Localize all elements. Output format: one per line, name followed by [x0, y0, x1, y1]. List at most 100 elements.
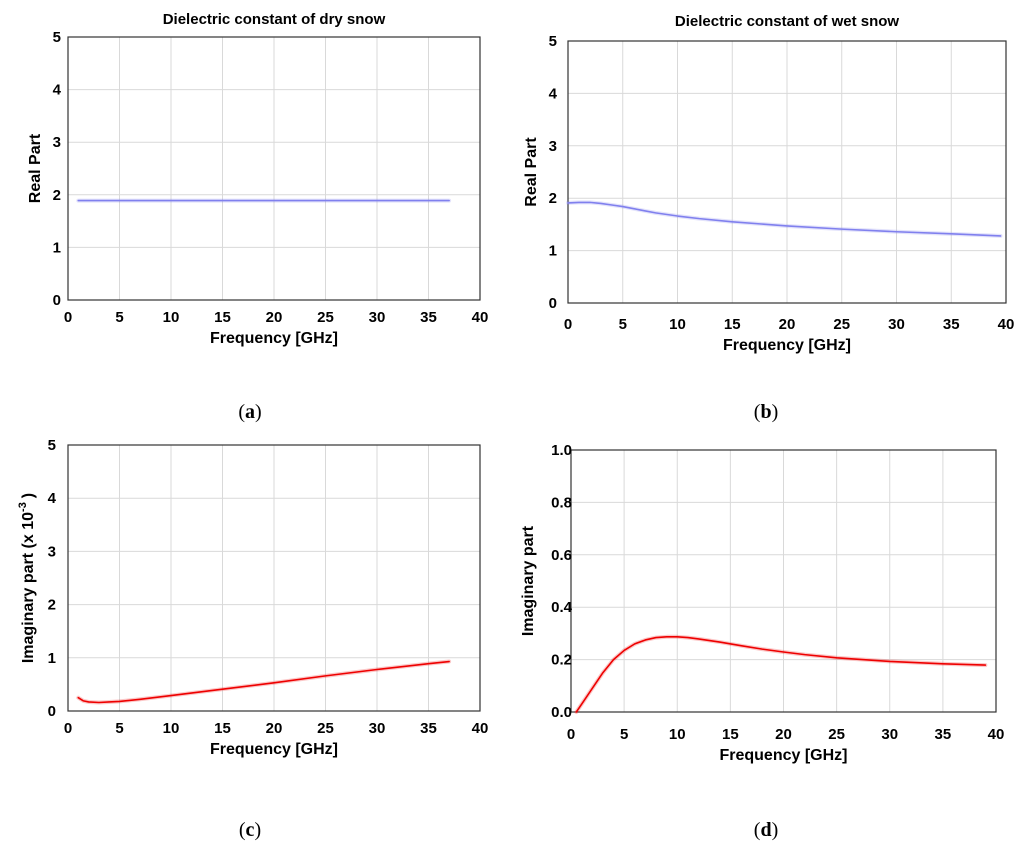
plot-frame — [567, 40, 1007, 304]
y-axis-label-superscript: -3 — [17, 502, 29, 512]
x-tick-label: 0 — [564, 316, 572, 333]
x-tick-label: 20 — [266, 720, 283, 737]
y-tick-label: 5 — [48, 437, 56, 454]
y-tick-label: 0 — [53, 292, 61, 309]
x-tick-label: 25 — [317, 720, 334, 737]
panel-label-letter: b — [760, 401, 771, 423]
y-axis-label-text: Real Part — [523, 137, 540, 207]
y-axis-label: Real Part — [523, 137, 540, 207]
x-tick-label: 5 — [619, 316, 627, 333]
x-tick-label: 10 — [669, 726, 686, 743]
plot-frame — [570, 449, 997, 713]
plot-frame — [67, 444, 481, 712]
x-tick-label: 40 — [472, 720, 489, 737]
x-axis-label: Frequency [GHz] — [719, 747, 847, 764]
x-tick-label: 25 — [828, 726, 845, 743]
y-tick-label: 2 — [549, 190, 557, 207]
chart-panel-c: 0 5 10 15 20 25 30 35 40 0 1 2 3 4 5 Frequency [GHz] Ima… — [17, 437, 488, 841]
panel-label-open-paren: ( — [239, 819, 246, 841]
y-tick-label: 3 — [48, 543, 56, 560]
x-tick-label: 10 — [163, 309, 180, 326]
chart-title: Dielectric constant of dry snow — [163, 11, 386, 28]
x-tick-label: 5 — [115, 720, 123, 737]
x-tick-label: 5 — [620, 726, 628, 743]
x-tick-label: 30 — [369, 309, 386, 326]
x-tick-label: 30 — [369, 720, 386, 737]
x-tick-label: 20 — [266, 309, 283, 326]
x-tick-label: 30 — [881, 726, 898, 743]
series-line — [77, 660, 450, 704]
y-tick-label: 0 — [48, 703, 56, 720]
x-axis-label: Frequency [GHz] — [210, 741, 338, 758]
y-tick-label: 0 — [549, 295, 557, 312]
x-tick-label: 15 — [214, 309, 231, 326]
x-tick-label: 25 — [317, 309, 334, 326]
x-axis-label: Frequency [GHz] — [210, 330, 338, 347]
x-tick-label: 15 — [214, 720, 231, 737]
panel-label: (c) — [239, 819, 261, 841]
y-tick-label: 2 — [48, 597, 56, 614]
panel-label: (a) — [238, 401, 261, 423]
y-tick-label: 0.2 — [551, 652, 572, 669]
panel-label-close-paren: ) — [255, 401, 262, 423]
x-tick-label: 15 — [724, 316, 741, 333]
panel-label: (d) — [754, 819, 778, 841]
x-tick-label: 25 — [833, 316, 850, 333]
y-tick-label: 0.4 — [551, 599, 573, 616]
y-tick-label: 1 — [53, 239, 61, 256]
x-tick-label: 35 — [420, 309, 437, 326]
y-tick-label: 3 — [549, 138, 557, 155]
y-tick-label: 1 — [549, 243, 557, 260]
y-tick-label: 0.8 — [551, 494, 572, 511]
y-axis-label-text: Imaginary part — [520, 525, 537, 636]
x-tick-label: 10 — [669, 316, 686, 333]
x-tick-label: 0 — [567, 726, 575, 743]
x-tick-label: 40 — [988, 726, 1005, 743]
x-tick-label: 35 — [935, 726, 952, 743]
y-axis-label-text: Imaginary part (x 10 — [20, 512, 37, 663]
y-tick-label: 4 — [53, 82, 62, 99]
y-axis-label: Imaginary part — [520, 525, 537, 636]
panel-label-letter: c — [246, 819, 255, 841]
panel-label: (b) — [754, 401, 778, 423]
chart-title: Dielectric constant of wet snow — [675, 13, 900, 30]
chart-panel-d: 0 5 10 15 20 25 30 35 40 0.0 0.2 0.4 0.6 0.8 1.0 Freque… — [520, 442, 1004, 841]
x-tick-label: 30 — [888, 316, 905, 333]
panel-label-open-paren: ( — [754, 819, 761, 841]
y-tick-label: 4 — [549, 85, 558, 102]
x-tick-label: 0 — [64, 720, 72, 737]
series-line — [567, 201, 1002, 237]
y-axis-label: Real Part — [27, 133, 44, 203]
panel-label-open-paren: ( — [754, 401, 761, 423]
x-tick-label: 5 — [115, 309, 123, 326]
x-tick-label: 35 — [420, 720, 437, 737]
panel-label-letter: d — [760, 819, 771, 841]
y-axis-label-suffix: ) — [20, 493, 37, 498]
x-tick-label: 40 — [998, 316, 1015, 333]
x-tick-label: 20 — [779, 316, 796, 333]
x-tick-label: 15 — [722, 726, 739, 743]
x-tick-label: 20 — [775, 726, 792, 743]
x-tick-label: 0 — [64, 309, 72, 326]
x-axis-label: Frequency [GHz] — [723, 337, 851, 354]
plot-frame — [67, 36, 481, 301]
x-tick-label: 10 — [163, 720, 180, 737]
y-tick-label: 3 — [53, 134, 61, 151]
series-line — [575, 636, 987, 713]
panel-label-close-paren: ) — [254, 819, 261, 841]
y-axis-label: Imaginary part (x 10-3) — [17, 493, 37, 663]
chart-panel-a: 0 5 10 15 20 25 30 35 40 0 1 2 3 4 5 Dielectric constan… — [27, 11, 488, 423]
panel-label-open-paren: ( — [238, 401, 245, 423]
y-tick-label: 5 — [549, 33, 557, 50]
y-tick-label: 4 — [48, 490, 57, 507]
panel-label-letter: a — [245, 401, 255, 423]
y-tick-label: 2 — [53, 187, 61, 204]
y-tick-label: 1.0 — [551, 442, 572, 459]
panel-label-close-paren: ) — [772, 401, 779, 423]
y-tick-label: 0.0 — [551, 704, 572, 721]
chart-panel-b: 0 5 10 15 20 25 30 35 40 0 1 2 3 4 5 Dielectric constan… — [523, 13, 1014, 423]
x-tick-label: 40 — [472, 309, 489, 326]
y-tick-label: 5 — [53, 29, 61, 46]
y-tick-label: 0.6 — [551, 547, 572, 564]
